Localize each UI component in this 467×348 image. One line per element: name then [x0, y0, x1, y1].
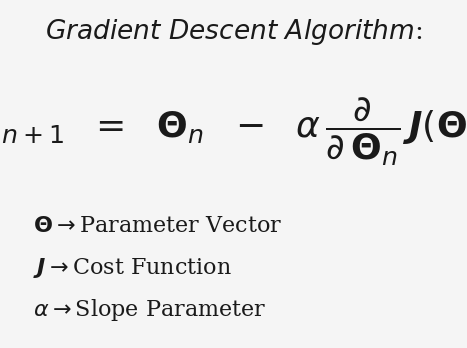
Text: $\boldsymbol{J}$$\rightarrow$Cost Function: $\boldsymbol{J}$$\rightarrow$Cost Functi… — [33, 256, 232, 280]
Text: $\mathit{Gradient\ Descent\ Algorithm}$:: $\mathit{Gradient\ Descent\ Algorithm}$: — [45, 17, 422, 47]
Text: $\boldsymbol{\Theta}$$\rightarrow$Parameter Vector: $\boldsymbol{\Theta}$$\rightarrow$Parame… — [33, 215, 282, 237]
Text: $\alpha$$\rightarrow$Slope Parameter: $\alpha$$\rightarrow$Slope Parameter — [33, 297, 266, 323]
Text: $\boldsymbol{\Theta}_{n+1}\ \ =\ \ \boldsymbol{\Theta}_{n}\ \ -\ \ \alpha\,\dfra: $\boldsymbol{\Theta}_{n+1}\ \ =\ \ \bold… — [0, 96, 467, 168]
